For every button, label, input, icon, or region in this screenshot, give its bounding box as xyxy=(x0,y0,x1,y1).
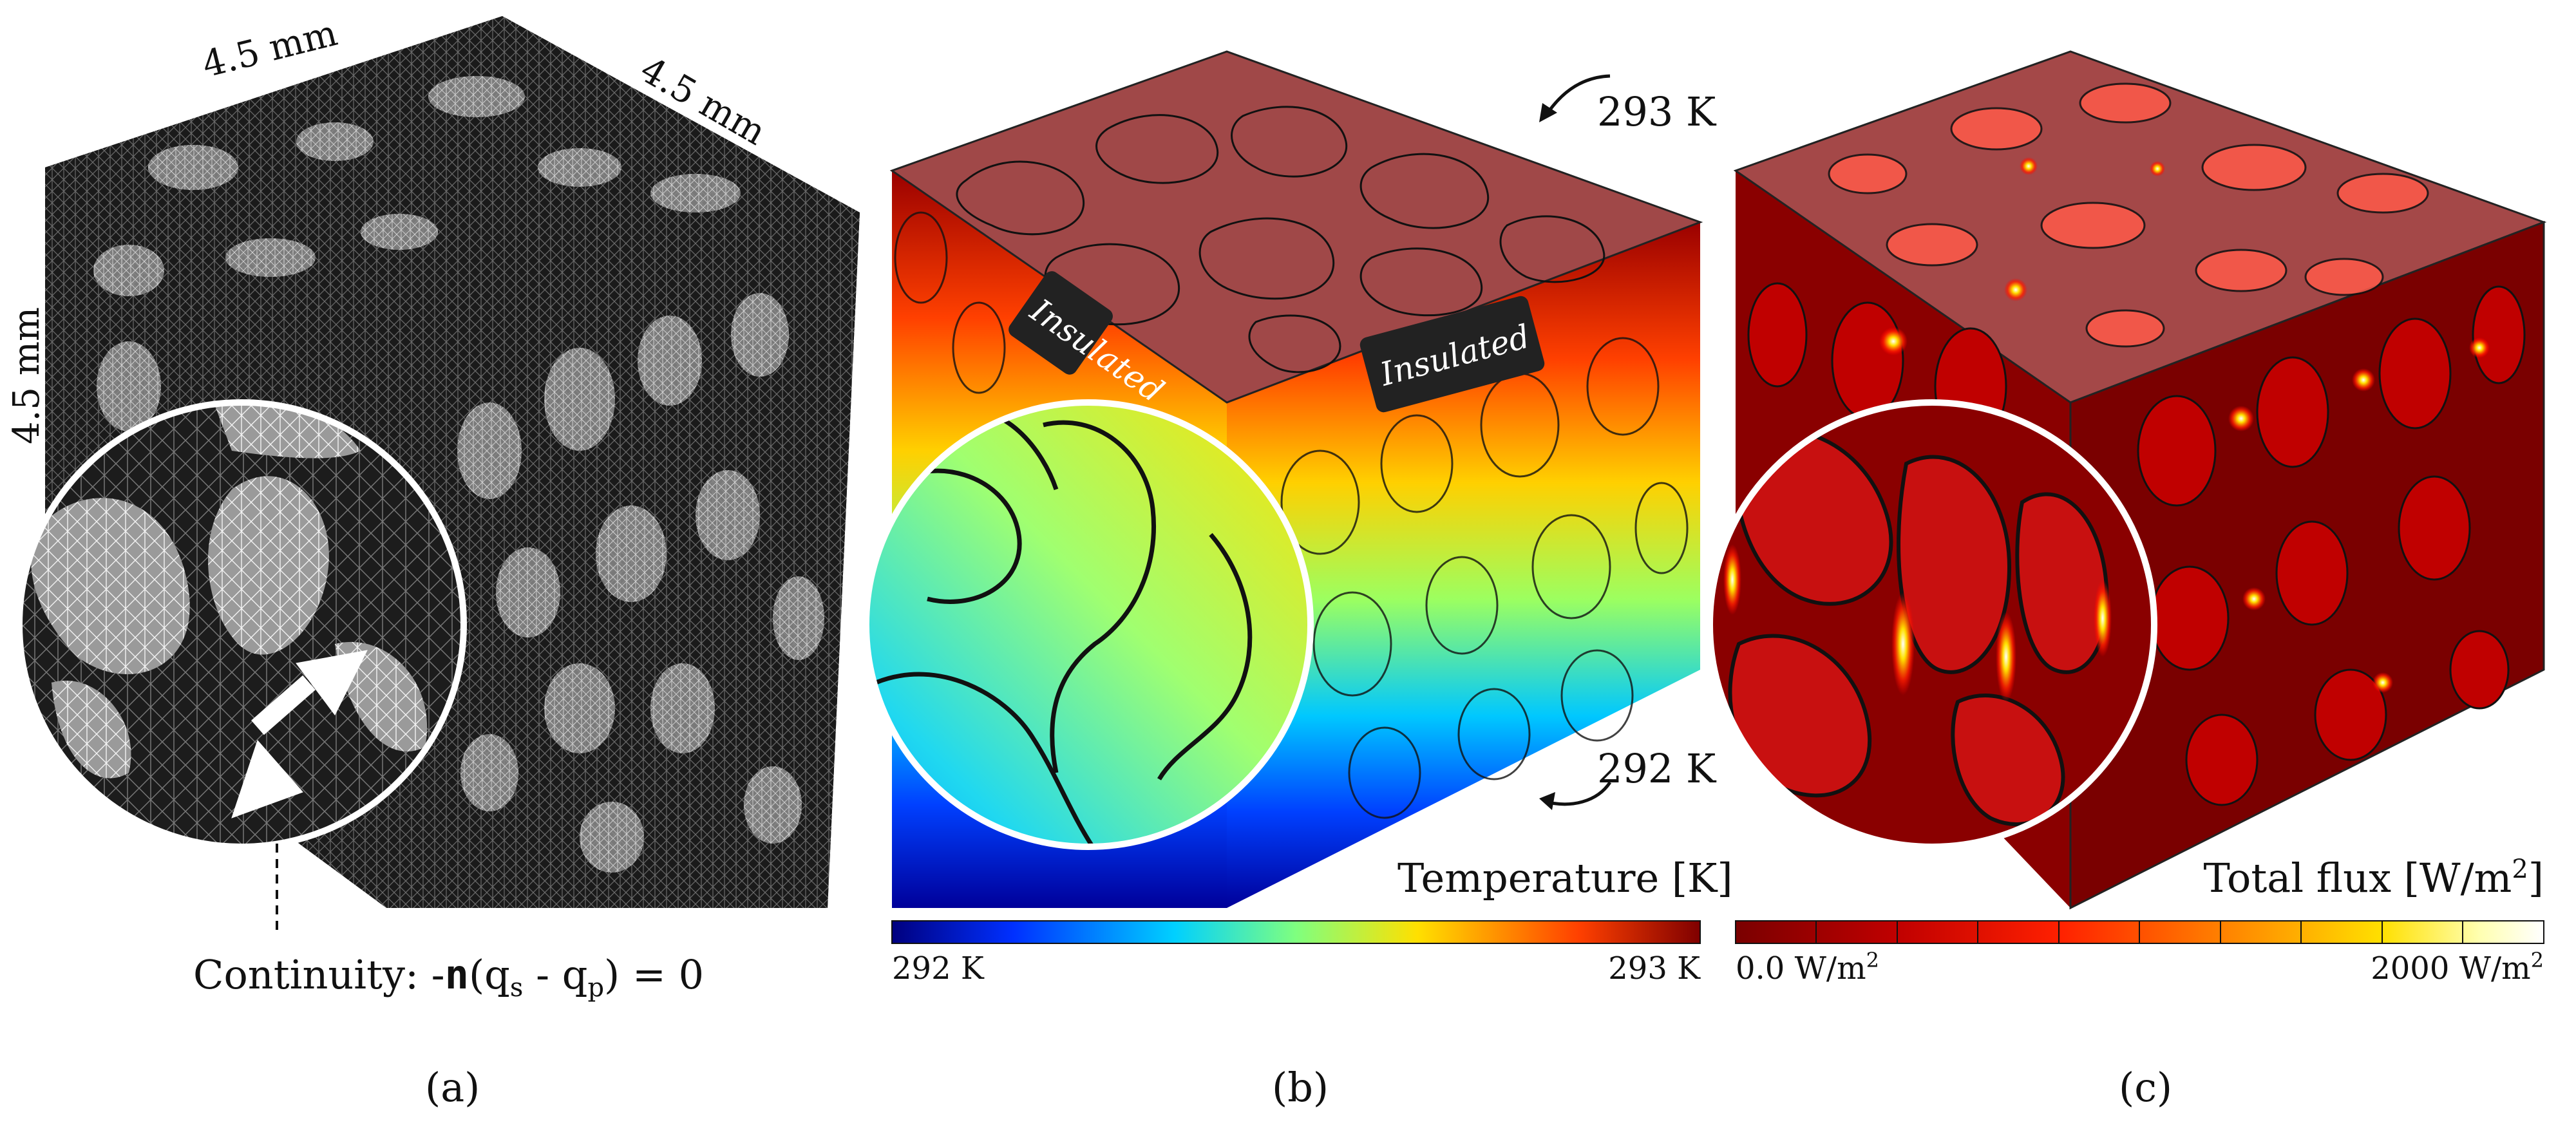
colorbar-min-label: 0.0 W/m2 xyxy=(1736,948,1879,987)
mesh-pores xyxy=(93,76,824,873)
temperature-legend-title: Temperature [K] xyxy=(1397,855,1733,902)
flux-zoom-inset xyxy=(1707,399,2157,850)
insulated-badge-right: Insulated xyxy=(1359,296,1545,413)
caption-c: (c) xyxy=(2119,1064,2172,1111)
colorbar-ticks xyxy=(1815,921,2463,943)
flux-legend-title: Total flux [W/m2] xyxy=(2204,855,2544,902)
flux-colorbar: 0.0 W/m2 2000 W/m2 xyxy=(1735,920,2544,987)
caption-a: (a) xyxy=(425,1064,480,1111)
bottom-boundary-label: 292 K xyxy=(1597,745,1717,792)
top-boundary-label: 293 K xyxy=(1597,88,1717,135)
interface-arrow-icon xyxy=(231,650,368,818)
cube-right-face xyxy=(1227,222,1700,908)
temperature-zoom-inset xyxy=(863,399,1314,850)
panel-b: Insulated Insulated 293 K 292 K Temperat… xyxy=(863,50,1733,1111)
flux-hotspots xyxy=(1879,157,2490,693)
panel-c: Total flux [W/m2] 0.0 W/m2 2000 W/m2 (c) xyxy=(1707,50,2547,1111)
temperature-colorbar: 292 K 293 K xyxy=(891,920,1701,987)
continuity-equation: Continuity: -n(qs - qp) = 0 xyxy=(193,951,704,1003)
dim-top: 4.5 mm xyxy=(198,12,341,86)
top-grains xyxy=(1828,82,2429,348)
side-grain-outlines xyxy=(894,211,1689,819)
colorbar-min-label: 292 K xyxy=(892,950,985,987)
dim-left: 4.5 mm xyxy=(6,307,48,444)
bottom-boundary-arrow xyxy=(1545,781,1612,806)
caption-b: (b) xyxy=(1272,1064,1329,1111)
flux-cube xyxy=(1733,50,2547,910)
panel-a: 4.5 mm 4.5 mm 4.5 mm Continuity: -n(qs -… xyxy=(6,12,860,1111)
grain-outlines xyxy=(956,106,1605,373)
colorbar-max-label: 293 K xyxy=(1608,950,1701,987)
mesh-zoom-inset xyxy=(16,399,467,850)
colorbar-max-label: 2000 W/m2 xyxy=(2371,948,2544,987)
side-grains xyxy=(1747,282,2526,806)
